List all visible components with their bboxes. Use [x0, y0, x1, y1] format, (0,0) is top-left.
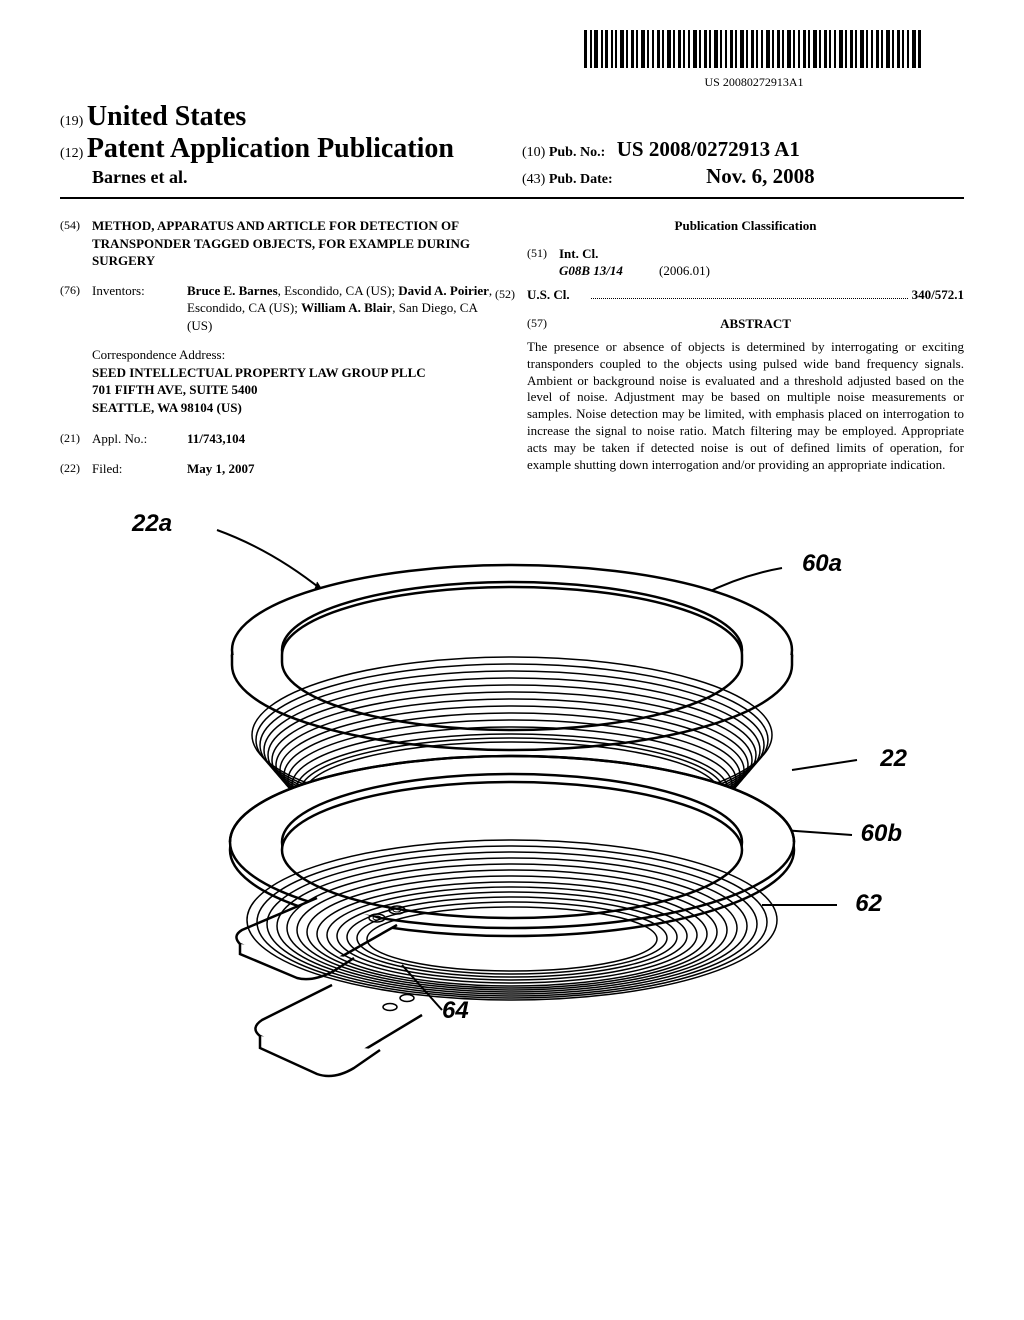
barcode: US 20080272913A1 [584, 30, 924, 90]
header-left: (19) United States (12) Patent Applicati… [60, 101, 502, 188]
country-line: (19) United States [60, 101, 502, 133]
figure-label-22a: 22a [132, 510, 172, 538]
us-cl-value: 340/572.1 [912, 286, 964, 304]
int-cl-item: G08B 13/14 (2006.01) [559, 262, 964, 280]
int-cl-row: (51) Int. Cl. [527, 245, 964, 263]
figure-label-60a: 60a [802, 550, 842, 578]
patent-title: METHOD, APPARATUS AND ARTICLE FOR DETECT… [92, 217, 497, 270]
correspondence-label: Correspondence Address: [92, 346, 497, 364]
int-cl-item-code: G08B 13/14 [559, 262, 659, 280]
inventor-line: Barnes et al. [92, 167, 502, 188]
pub-date-label: Pub. Date: [549, 172, 613, 187]
inventors-code: (76) [60, 282, 92, 335]
figure-label-22: 22 [880, 745, 907, 773]
header-row: (19) United States (12) Patent Applicati… [60, 101, 964, 189]
pub-type-line: (12) Patent Application Publication [60, 133, 502, 165]
pub-no-code: (10) [522, 145, 545, 160]
correspondence-line2: 701 FIFTH AVE, SUITE 5400 [92, 381, 497, 399]
appl-no-label: Appl. No.: [92, 430, 187, 448]
country-name: United States [87, 101, 246, 132]
barcode-section: US 20080272913A1 [60, 30, 964, 91]
right-column: Publication Classification (51) Int. Cl.… [527, 217, 964, 490]
int-cl-year: (2006.01) [659, 262, 710, 280]
filed-code: (22) [60, 460, 92, 478]
figure-label-64: 64 [442, 997, 469, 1025]
figure-label-62: 62 [855, 890, 882, 918]
classification-header: Publication Classification [527, 217, 964, 235]
abstract-header: (57) ABSTRACT [527, 315, 964, 333]
abstract-code: (57) [527, 315, 547, 331]
filed-label: Filed: [92, 460, 187, 478]
header-right: (10) Pub. No.: US 2008/0272913 A1 (43) P… [502, 101, 964, 189]
pub-date-line: (43) Pub. Date: Nov. 6, 2008 [522, 164, 964, 189]
correspondence-block: Correspondence Address: SEED INTELLECTUA… [92, 346, 497, 416]
title-row: (54) METHOD, APPARATUS AND ARTICLE FOR D… [60, 217, 497, 270]
abstract-text: The presence or absence of objects is de… [527, 339, 964, 474]
appl-no-row: (21) Appl. No.: 11/743,104 [60, 430, 497, 448]
us-cl-dots [591, 286, 908, 300]
inventors-row: (76) Inventors: Bruce E. Barnes, Escondi… [60, 282, 497, 335]
appl-no-code: (21) [60, 430, 92, 448]
header-divider [60, 197, 964, 199]
inventors-value: Bruce E. Barnes, Escondido, CA (US); Dav… [187, 282, 497, 335]
pub-type: Patent Application Publication [87, 133, 454, 164]
barcode-image [584, 30, 924, 68]
barcode-text: US 20080272913A1 [584, 75, 924, 90]
correspondence-line3: SEATTLE, WA 98104 (US) [92, 399, 497, 417]
figure-container: 22a 60a 22 60b 62 64 [60, 520, 964, 1125]
figure-wrapper: 22a 60a 22 60b 62 64 [122, 520, 902, 1125]
pub-no-line: (10) Pub. No.: US 2008/0272913 A1 [522, 137, 964, 162]
int-cl-code: (51) [527, 245, 559, 263]
int-cl-label: Int. Cl. [559, 245, 598, 263]
us-cl-row: (52) U.S. Cl. 340/572.1 [527, 286, 964, 304]
body-columns: (54) METHOD, APPARATUS AND ARTICLE FOR D… [60, 217, 964, 490]
us-cl-code: (52) [495, 286, 527, 304]
title-code: (54) [60, 217, 92, 270]
left-column: (54) METHOD, APPARATUS AND ARTICLE FOR D… [60, 217, 497, 490]
filed-value: May 1, 2007 [187, 460, 497, 478]
abstract-header-text: ABSTRACT [720, 316, 791, 331]
pub-no: US 2008/0272913 A1 [617, 137, 800, 161]
country-code: (19) [60, 114, 83, 129]
us-cl-label: U.S. Cl. [527, 286, 587, 304]
patent-figure [122, 520, 902, 1120]
pub-type-code: (12) [60, 146, 83, 161]
pub-date-code: (43) [522, 172, 545, 187]
inventors-label: Inventors: [92, 282, 187, 335]
figure-label-60b: 60b [861, 820, 902, 848]
pub-date: Nov. 6, 2008 [706, 164, 815, 188]
correspondence-line1: SEED INTELLECTUAL PROPERTY LAW GROUP PLL… [92, 364, 497, 382]
appl-no-value: 11/743,104 [187, 430, 497, 448]
pub-no-label: Pub. No.: [549, 145, 605, 160]
filed-row: (22) Filed: May 1, 2007 [60, 460, 497, 478]
